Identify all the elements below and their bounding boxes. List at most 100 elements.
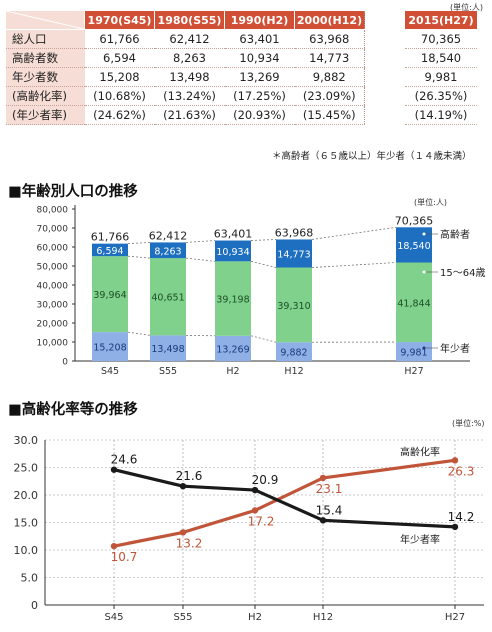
data-point	[451, 457, 459, 464]
data-label: 14.2	[448, 510, 475, 524]
bar-segment	[92, 243, 128, 257]
bar-value-label: 39,964	[93, 290, 126, 301]
y-tick-label: 5.0	[21, 572, 39, 585]
y-tick-label: 60,000	[37, 244, 69, 254]
y-tick-label: 25.0	[14, 462, 39, 475]
table-cell: 13,269	[224, 67, 295, 87]
row-label: (年少者率)	[6, 105, 85, 125]
legend-dot	[422, 232, 426, 236]
data-point	[319, 517, 327, 524]
table-cell: 9,882	[294, 67, 365, 87]
y-tick-label: 0	[62, 358, 68, 368]
row-label: 総人口	[6, 29, 85, 49]
table-row: (年少者率) (24.62%) (21.63%) (20.93%) (15.45…	[6, 105, 477, 125]
table-unit-label: (単位:人)	[450, 3, 483, 12]
data-point	[319, 474, 327, 482]
series-line	[113, 468, 456, 529]
x-tick-label: H27	[404, 366, 423, 377]
bar-value-label: 39,198	[216, 295, 249, 306]
bar-value-label: 18,540	[397, 241, 430, 252]
data-label: 23.1	[316, 482, 343, 496]
bar-total-label: 63,401	[214, 228, 253, 241]
bar-segment	[396, 227, 432, 263]
x-tick-label: H12	[284, 366, 303, 377]
data-label: 26.3	[448, 464, 475, 478]
bar-segment	[150, 335, 186, 361]
y-tick-label: 40,000	[37, 282, 69, 292]
x-tick-label: H27	[445, 612, 465, 623]
x-tick-label: S55	[159, 366, 177, 377]
bar-total-label: 61,766	[91, 231, 130, 244]
table-gap	[364, 29, 405, 49]
y-tick-label: 10.0	[14, 544, 39, 557]
data-point	[179, 483, 187, 490]
y-tick-label: 10,000	[37, 339, 69, 349]
table-cell: 8,263	[154, 48, 225, 68]
y-tick-label: 20,000	[37, 320, 69, 330]
table-row: 年少者数 15,208 13,498 13,269 9,882 9,981	[6, 67, 477, 87]
bar-segment	[150, 242, 186, 259]
bar-chart-unit-label: (単位:人)	[414, 198, 447, 207]
data-point	[110, 542, 118, 550]
bar-segment	[276, 239, 312, 268]
table-row: 総人口 61,766 62,412 63,401 63,968 70,365	[6, 29, 477, 49]
connector-line	[250, 239, 277, 241]
bar-total-label: 62,412	[149, 229, 188, 242]
table-header-cell: 2000(H12)	[294, 11, 365, 30]
x-tick-label: H2	[248, 612, 262, 623]
bar-segment	[215, 335, 251, 361]
data-label: 15.4	[316, 503, 343, 517]
data-label: 17.2	[248, 514, 275, 528]
bar-value-label: 15,208	[93, 343, 126, 354]
connector-line	[185, 257, 216, 262]
series-name-label: 高齢化率	[400, 445, 440, 458]
table-cell: (17.25%)	[224, 86, 295, 106]
table-gap	[364, 86, 405, 106]
table-cell: (21.63%)	[154, 105, 225, 125]
bar-value-label: 41,844	[397, 298, 430, 309]
data-label: 21.6	[176, 469, 203, 483]
table-cell: (24.62%)	[84, 105, 155, 125]
table-cell: 9,981	[405, 67, 477, 87]
table-cell: 61,766	[84, 29, 155, 49]
bar-value-label: 9,882	[280, 348, 307, 359]
legend-dot	[422, 346, 426, 350]
data-point	[251, 486, 259, 494]
connector-line	[127, 255, 151, 259]
x-tick-label: H2	[226, 366, 239, 377]
diagonal-line-icon	[6, 11, 84, 29]
bar-segment	[215, 261, 251, 336]
table-cell: 15,208	[84, 67, 155, 87]
bar-segment	[150, 258, 186, 336]
line-chart-unit-label: (単位:%)	[452, 419, 485, 428]
data-point	[451, 523, 459, 531]
section-title-population: ■年齢別人口の推移	[8, 184, 138, 200]
data-point	[179, 529, 187, 536]
bar-segment	[92, 256, 128, 333]
connector-line	[250, 260, 277, 268]
legend-label: 15～64歳	[440, 267, 485, 279]
table-cell: (14.19%)	[405, 105, 477, 125]
population-stacked-bar-chart: 0 10,000 20,000 30,000 40,000 50,000 60,000 70,…	[37, 205, 485, 377]
connector-line	[127, 331, 151, 336]
table-cell: 63,401	[224, 29, 295, 49]
table-row: (高齢化率) (10.68%) (13.24%) (17.25%) (23.09…	[6, 86, 477, 106]
data-point	[251, 507, 259, 514]
y-tick-label: 30.0	[14, 434, 39, 447]
y-tick-label: 50,000	[37, 263, 69, 273]
bar-total-label: 70,365	[395, 214, 434, 227]
data-label: 20.9	[252, 473, 279, 487]
table-cell: 6,594	[84, 48, 155, 68]
bar-value-label: 8,263	[154, 246, 181, 257]
table-gap	[364, 67, 405, 87]
bar-value-label: 14,773	[277, 250, 310, 261]
table-cell: (23.09%)	[294, 86, 365, 106]
table-cell: 62,412	[154, 29, 225, 49]
table-header-cell: 1970(S45)	[84, 11, 155, 30]
bar-value-label: 13,269	[216, 344, 249, 355]
data-label: 24.6	[111, 453, 138, 467]
table-cell: 10,934	[224, 48, 295, 68]
bar-value-label: 13,498	[151, 344, 184, 355]
series-name-label: 年少者率	[400, 533, 440, 546]
table-corner-cell	[6, 11, 85, 30]
